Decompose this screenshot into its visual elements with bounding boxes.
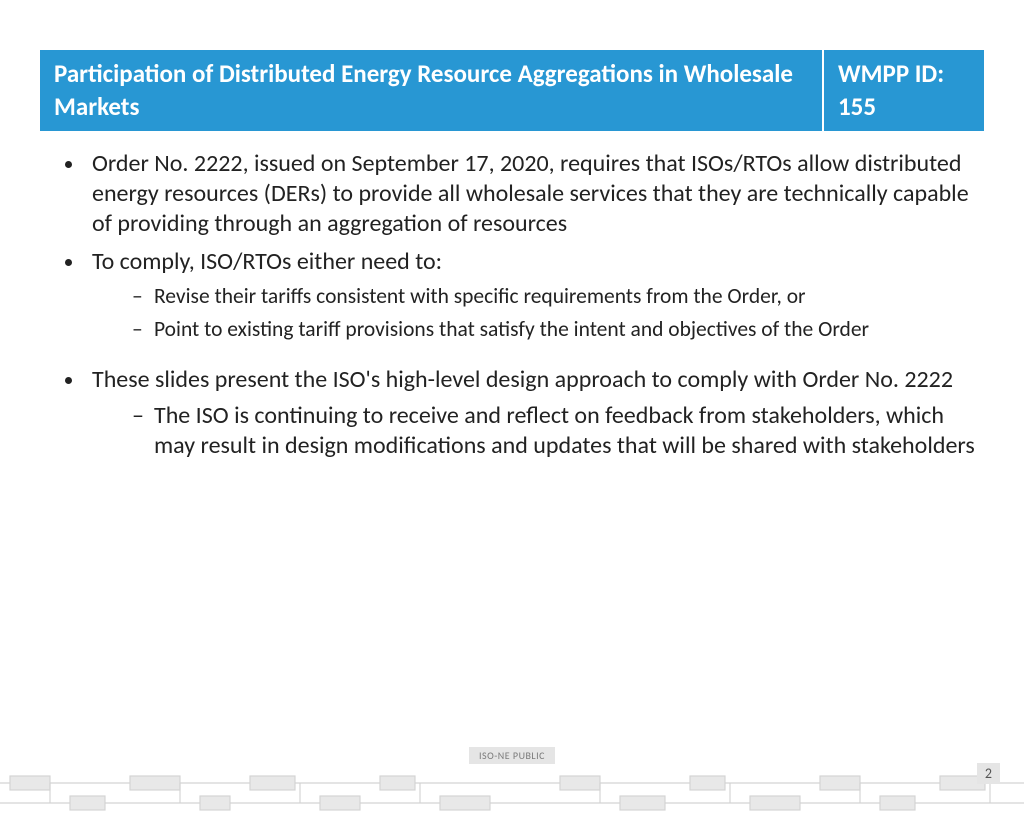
bullet-list: These slides present the ISO's high-leve… <box>40 365 984 461</box>
sub-bullet-item: Point to existing tariff provisions that… <box>132 316 984 343</box>
slide-content: Order No. 2222, issued on September 17, … <box>40 149 984 461</box>
bullet-item: Order No. 2222, issued on September 17, … <box>86 149 984 239</box>
bullet-item: These slides present the ISO's high-leve… <box>86 365 984 461</box>
classification-label: ISO-NE PUBLIC <box>469 747 555 764</box>
sub-bullet-item: Revise their tariffs consistent with spe… <box>132 283 984 310</box>
bullet-item: To comply, ISO/RTOs either need to: Revi… <box>86 247 984 343</box>
bullet-text: Order No. 2222, issued on September 17, … <box>92 149 969 238</box>
bullet-text: These slides present the ISO's high-leve… <box>92 365 953 394</box>
header-id-label: WMPP ID: <box>838 58 944 89</box>
page-number: 2 <box>977 763 1000 784</box>
sub-bullet-list: Revise their tariffs consistent with spe… <box>92 283 984 343</box>
title-header: Participation of Distributed Energy Reso… <box>40 50 984 131</box>
header-title: Participation of Distributed Energy Reso… <box>40 50 824 131</box>
bullet-list: Order No. 2222, issued on September 17, … <box>40 149 984 343</box>
sub-bullet-list: The ISO is continuing to receive and ref… <box>92 401 984 461</box>
bullet-text: To comply, ISO/RTOs either need to: <box>92 247 442 276</box>
sub-bullet-item: The ISO is continuing to receive and ref… <box>132 401 984 461</box>
header-id-value: 155 <box>838 91 876 122</box>
header-id: WMPP ID: 155 <box>824 50 984 131</box>
